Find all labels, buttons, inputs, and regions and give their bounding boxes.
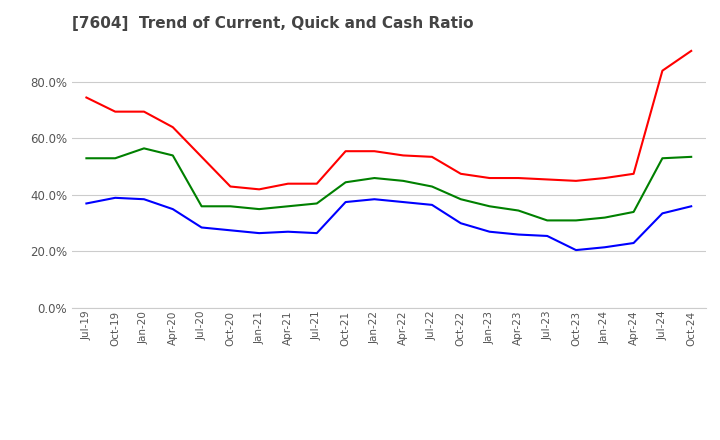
Quick Ratio (284, 204, 292, 209)
Text: [7604]  Trend of Current, Quick and Cash Ratio: [7604] Trend of Current, Quick and Cash … (72, 16, 474, 32)
Current Ratio (399, 153, 408, 158)
Line: Cash Ratio: Cash Ratio (86, 198, 691, 250)
Cash Ratio (658, 211, 667, 216)
Quick Ratio (197, 204, 206, 209)
Quick Ratio (543, 218, 552, 223)
Cash Ratio (572, 247, 580, 253)
Current Ratio (341, 149, 350, 154)
Current Ratio (543, 177, 552, 182)
Cash Ratio (428, 202, 436, 208)
Quick Ratio (168, 153, 177, 158)
Current Ratio (658, 68, 667, 73)
Current Ratio (197, 154, 206, 159)
Current Ratio (600, 176, 609, 181)
Quick Ratio (658, 156, 667, 161)
Current Ratio (370, 149, 379, 154)
Quick Ratio (255, 206, 264, 212)
Quick Ratio (428, 184, 436, 189)
Cash Ratio (485, 229, 494, 235)
Quick Ratio (399, 178, 408, 183)
Cash Ratio (370, 197, 379, 202)
Cash Ratio (255, 231, 264, 236)
Current Ratio (312, 181, 321, 186)
Current Ratio (168, 125, 177, 130)
Line: Quick Ratio: Quick Ratio (86, 148, 691, 220)
Current Ratio (226, 184, 235, 189)
Cash Ratio (341, 199, 350, 205)
Current Ratio (485, 176, 494, 181)
Quick Ratio (341, 180, 350, 185)
Cash Ratio (687, 204, 696, 209)
Current Ratio (111, 109, 120, 114)
Current Ratio (255, 187, 264, 192)
Quick Ratio (140, 146, 148, 151)
Quick Ratio (82, 156, 91, 161)
Current Ratio (514, 176, 523, 181)
Current Ratio (629, 171, 638, 176)
Cash Ratio (600, 245, 609, 250)
Current Ratio (428, 154, 436, 159)
Cash Ratio (168, 206, 177, 212)
Current Ratio (687, 48, 696, 54)
Quick Ratio (600, 215, 609, 220)
Cash Ratio (111, 195, 120, 201)
Current Ratio (82, 95, 91, 100)
Current Ratio (284, 181, 292, 186)
Cash Ratio (140, 197, 148, 202)
Current Ratio (140, 109, 148, 114)
Cash Ratio (226, 227, 235, 233)
Cash Ratio (399, 199, 408, 205)
Quick Ratio (111, 156, 120, 161)
Quick Ratio (687, 154, 696, 159)
Quick Ratio (514, 208, 523, 213)
Quick Ratio (572, 218, 580, 223)
Line: Current Ratio: Current Ratio (86, 51, 691, 189)
Quick Ratio (629, 209, 638, 215)
Cash Ratio (82, 201, 91, 206)
Current Ratio (456, 171, 465, 176)
Cash Ratio (312, 231, 321, 236)
Cash Ratio (514, 232, 523, 237)
Cash Ratio (543, 233, 552, 238)
Quick Ratio (370, 176, 379, 181)
Current Ratio (572, 178, 580, 183)
Quick Ratio (456, 197, 465, 202)
Quick Ratio (312, 201, 321, 206)
Quick Ratio (485, 204, 494, 209)
Quick Ratio (226, 204, 235, 209)
Cash Ratio (284, 229, 292, 235)
Cash Ratio (197, 225, 206, 230)
Cash Ratio (629, 240, 638, 246)
Cash Ratio (456, 220, 465, 226)
